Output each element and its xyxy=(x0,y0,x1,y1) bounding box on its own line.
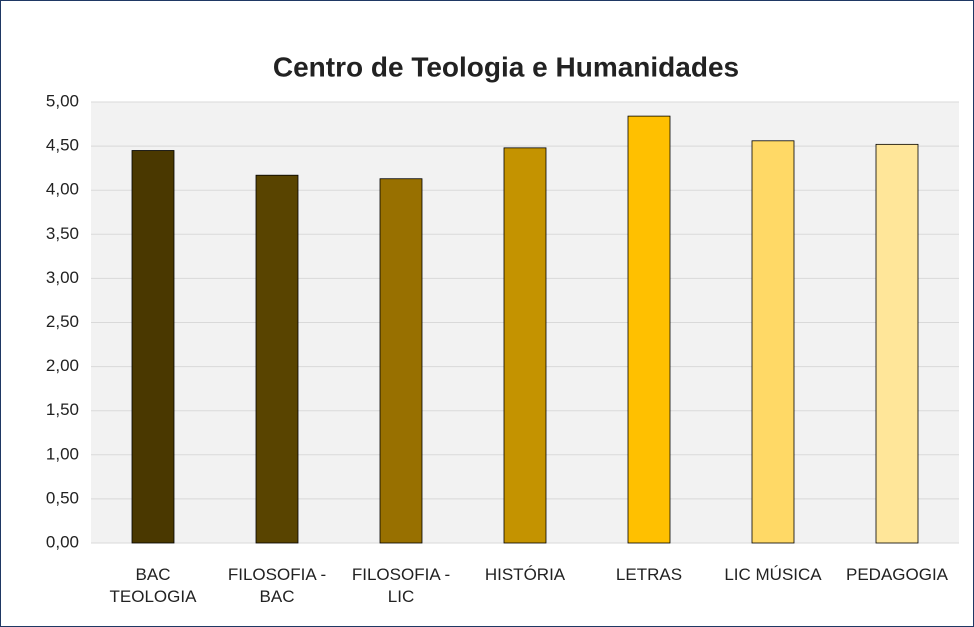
bar xyxy=(131,150,175,544)
y-tick-label: 2,00 xyxy=(46,356,79,375)
bar xyxy=(875,143,919,544)
y-tick-label: 3,00 xyxy=(46,268,79,287)
x-tick-label: HISTÓRIA xyxy=(484,565,566,584)
y-tick-label: 3,50 xyxy=(46,224,79,243)
y-tick-label: 0,00 xyxy=(46,532,79,551)
chart-title: Centro de Teologia e Humanidades xyxy=(273,51,739,82)
bar xyxy=(255,174,299,544)
y-tick-label: 2,50 xyxy=(46,312,79,331)
x-tick-label: BAC TEOLOGIA xyxy=(109,565,197,606)
bar xyxy=(751,140,795,544)
bar xyxy=(627,115,671,544)
y-tick-label: 4,00 xyxy=(46,180,79,199)
x-tick-label: PEDAGOGIA xyxy=(845,565,949,584)
y-tick-label: 1,00 xyxy=(46,444,79,463)
y-tick-label: 1,50 xyxy=(46,400,79,419)
x-tick-label: LETRAS xyxy=(615,565,683,584)
y-tick-label: 5,00 xyxy=(46,91,79,110)
x-tick-label: FILOSOFIA - BAC xyxy=(227,565,327,606)
bar xyxy=(379,178,423,544)
bar xyxy=(503,147,547,544)
y-tick-label: 0,50 xyxy=(46,488,79,507)
x-tick-label: LIC MÚSICA xyxy=(724,565,822,584)
x-tick-label: FILOSOFIA - LIC xyxy=(351,565,451,606)
y-tick-label: 4,50 xyxy=(46,136,79,155)
